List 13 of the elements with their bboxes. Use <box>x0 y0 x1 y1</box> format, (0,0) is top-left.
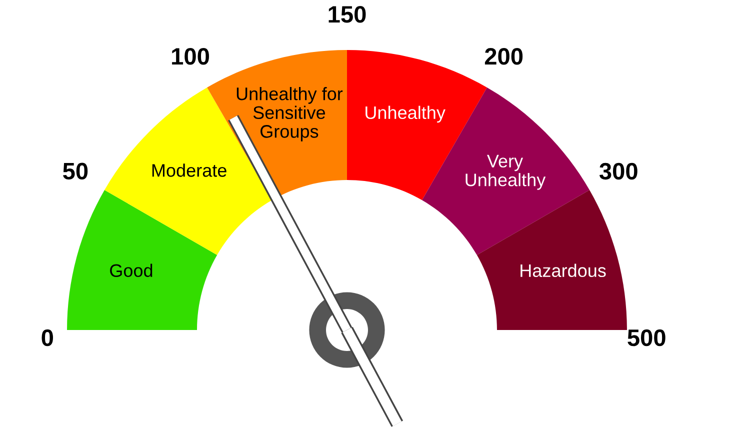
text: 200 <box>484 48 523 65</box>
text: 300 <box>599 162 638 180</box>
slice-label: Good <box>110 264 152 278</box>
slice-label: Moderate <box>152 164 226 177</box>
text: 50 <box>63 162 88 180</box>
text: 100 <box>172 48 209 65</box>
text: 0 <box>42 329 53 346</box>
slice-label: Unhealthy for Sensitive Groups <box>236 86 343 142</box>
text: 150 <box>328 6 366 23</box>
text: 500 <box>628 329 666 346</box>
slice-label: Hazardous <box>520 264 606 278</box>
slice-label: Very Unhealthy <box>466 154 546 190</box>
slice-label: Unhealthy <box>366 106 446 123</box>
